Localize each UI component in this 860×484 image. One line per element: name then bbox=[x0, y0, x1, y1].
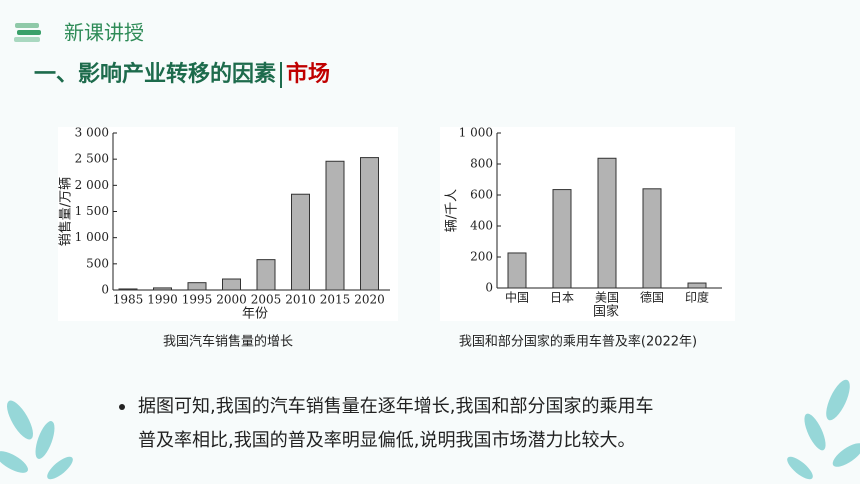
y-tick-label: 1 000 bbox=[75, 230, 109, 244]
bullet-dot bbox=[119, 404, 125, 410]
chart-panel bbox=[440, 127, 735, 321]
x-tick-label: 日本 bbox=[550, 291, 574, 305]
y-tick-label: 3 000 bbox=[75, 126, 109, 140]
bar bbox=[552, 189, 572, 289]
slide-title: 一、影响产业转移的因素 bbox=[34, 61, 276, 87]
bar bbox=[118, 288, 138, 291]
bar bbox=[291, 193, 310, 291]
y-axis-label: 辆/千人 bbox=[445, 189, 460, 232]
leaf-decoration-left bbox=[0, 400, 73, 480]
x-tick-label: 中国 bbox=[505, 290, 529, 305]
y-tick-label: 2 000 bbox=[75, 178, 109, 192]
x-tick-label: 2015 bbox=[320, 293, 351, 307]
y-tick-label: 1 000 bbox=[459, 126, 493, 140]
bullet-text: 据图可知,我国的汽车销售量在逐年增长,我国和部分国家的乘用车 bbox=[138, 396, 653, 417]
chart-caption: 我国和部分国家的乘用车普及率(2022年) bbox=[459, 334, 697, 350]
header-icon bbox=[14, 23, 41, 42]
y-tick-label: 500 bbox=[86, 256, 109, 270]
bar bbox=[222, 278, 241, 291]
leaf-decoration-right bbox=[787, 379, 860, 480]
bar bbox=[187, 282, 207, 291]
y-tick-label: 800 bbox=[470, 157, 493, 171]
x-axis-label: 年份 bbox=[242, 307, 268, 322]
bar bbox=[153, 287, 172, 291]
bar bbox=[687, 282, 707, 289]
y-tick-label: 1 500 bbox=[75, 204, 109, 218]
x-tick-label: 2005 bbox=[251, 293, 282, 307]
y-tick-label: 600 bbox=[470, 188, 493, 202]
bar bbox=[360, 157, 379, 291]
bar bbox=[597, 157, 617, 289]
title-highlight: 市场 bbox=[286, 61, 330, 87]
x-tick-label: 2020 bbox=[354, 293, 385, 307]
chart-caption: 我国汽车销售量的增长 bbox=[163, 334, 293, 350]
y-tick-label: 0 bbox=[485, 281, 493, 295]
bar bbox=[507, 252, 527, 289]
x-tick-label: 德国 bbox=[640, 290, 664, 305]
y-tick-label: 200 bbox=[470, 250, 493, 264]
y-tick-label: 0 bbox=[101, 283, 109, 297]
x-axis-label: 国家 bbox=[593, 304, 619, 320]
bar bbox=[325, 160, 345, 291]
x-tick-label: 1995 bbox=[182, 293, 213, 307]
x-tick-label: 美国 bbox=[595, 291, 619, 305]
y-tick-label: 400 bbox=[470, 219, 493, 233]
bar bbox=[642, 188, 662, 289]
x-tick-label: 印度 bbox=[685, 290, 709, 305]
x-tick-label: 2010 bbox=[285, 293, 316, 307]
x-tick-label: 2000 bbox=[216, 293, 247, 307]
section-label: 新课讲授 bbox=[64, 21, 144, 45]
x-tick-label: 1985 bbox=[113, 293, 144, 307]
y-axis-label: 销售量/万辆 bbox=[58, 177, 74, 246]
y-tick-label: 2 500 bbox=[75, 152, 109, 166]
bullet-text: 普及率相比,我国的普及率明显偏低,说明我国市场潜力比较大。 bbox=[138, 430, 635, 451]
bar bbox=[256, 259, 276, 291]
x-tick-label: 1990 bbox=[147, 293, 178, 307]
